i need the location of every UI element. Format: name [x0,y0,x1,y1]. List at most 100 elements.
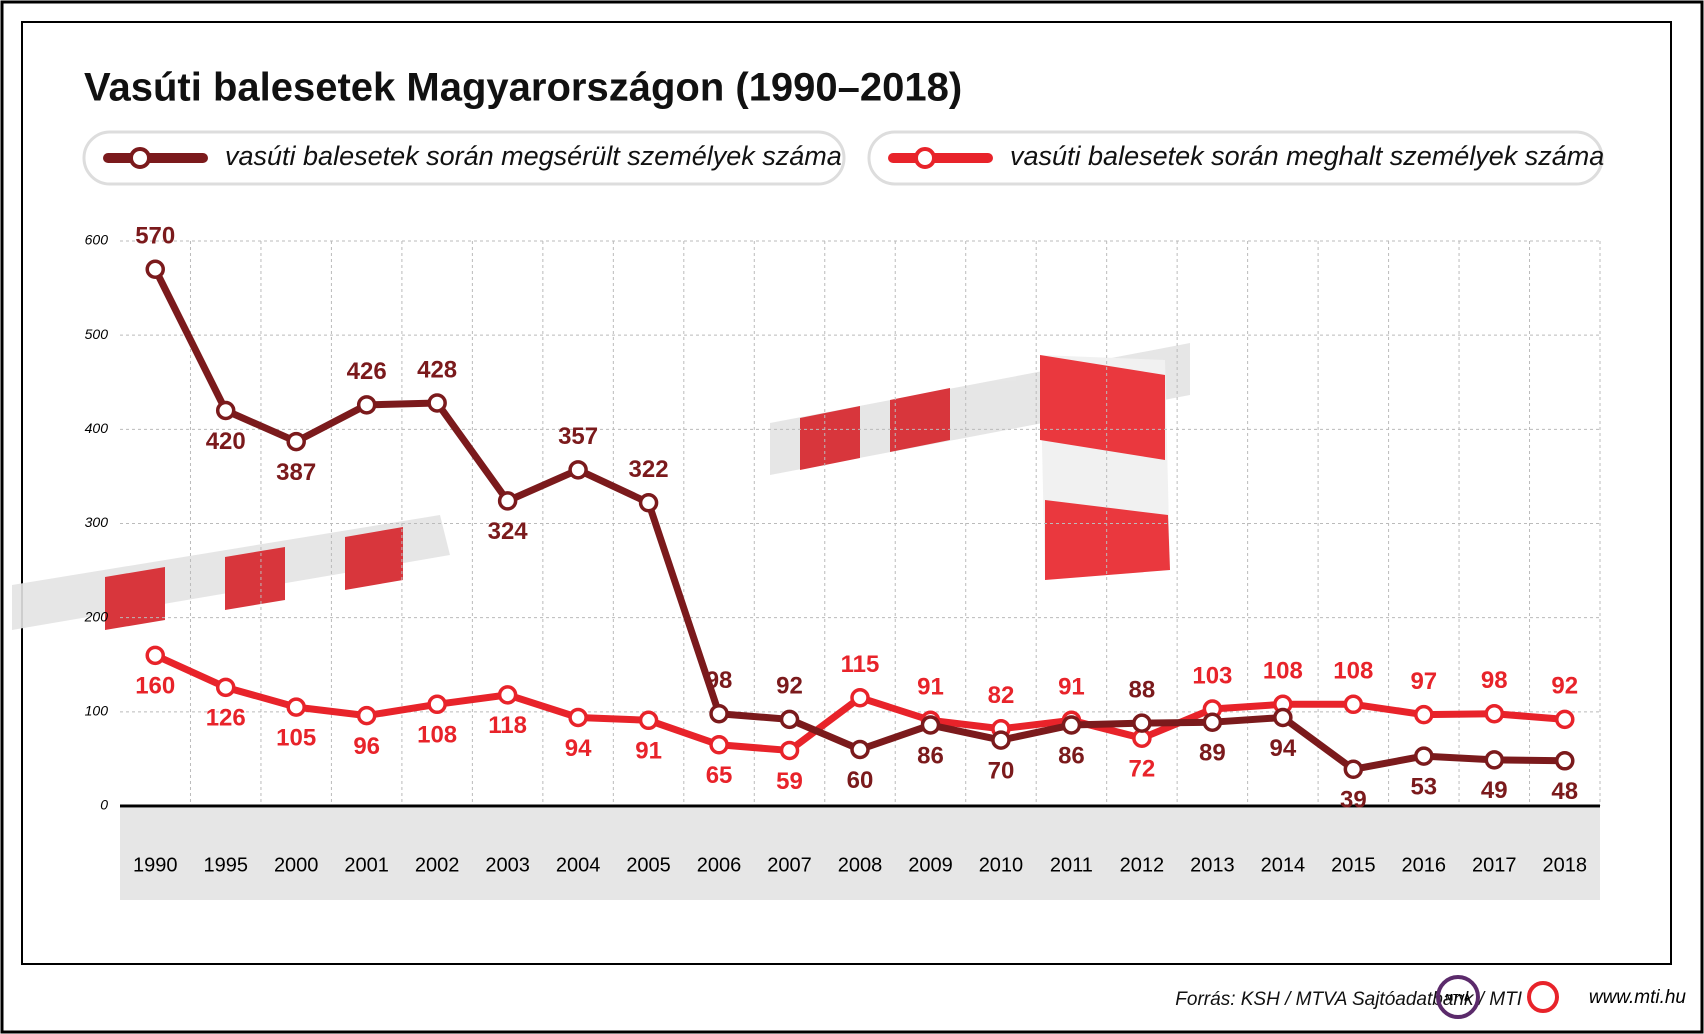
data-point [1343,694,1364,715]
barrier-stripe [345,527,403,590]
data-point [1414,704,1434,725]
data-label: 65 [706,762,733,789]
post-stripe [1045,500,1170,580]
y-tick-label: 500 [85,326,109,342]
data-point [1273,707,1293,728]
barrier-stripe [105,567,165,630]
data-point [1061,715,1082,735]
x-tick-label: 2008 [838,854,883,876]
inner-frame [21,21,1672,965]
data-label: 89 [1199,740,1226,767]
data-point [497,491,518,511]
data-label: 103 [1192,662,1232,689]
data-label: 91 [1058,674,1085,701]
data-label: 96 [353,733,380,760]
data-point [356,705,377,726]
data-label: 94 [565,735,592,762]
data-label: 357 [558,423,598,450]
data-label: 426 [347,358,387,385]
data-point [850,739,870,760]
data-label: 97 [1410,668,1437,695]
x-tick-label: 1995 [203,854,248,876]
data-point [286,697,306,717]
data-point [638,710,659,731]
logo-ring [1436,975,1480,1019]
y-tick-label: 400 [85,420,109,436]
data-point [1484,750,1505,770]
data-point [920,715,941,735]
x-tick-label: 2001 [344,854,389,876]
source: Forrás: KSH / MTVA Sajtóadatbank / MTI [1175,989,1522,1010]
data-point [709,703,729,724]
x-tick-label: 2014 [1261,854,1306,876]
x-tick-label: 2000 [274,854,319,876]
x-tick-label: 2002 [415,854,460,876]
data-label: 160 [135,673,175,700]
data-point [1414,746,1434,766]
barrier-stripe [800,406,860,470]
data-label: 98 [706,667,733,694]
legend-label: vasúti balesetek során meghalt személyek… [1010,141,1604,171]
data-label: 91 [635,738,662,765]
y-tick-label: 300 [85,514,109,530]
url: www.mti.hu [1589,987,1687,1008]
data-label: 428 [417,356,457,383]
x-tick-label: 2017 [1472,854,1517,876]
data-label: 324 [488,518,529,545]
data-point [1132,713,1152,733]
legend-marker [129,147,151,169]
barrier-stripe [890,388,950,452]
x-axis-band [120,808,1600,900]
data-label: 72 [1129,756,1156,783]
data-point [215,677,236,698]
y-tick-label: 0 [100,797,108,813]
data-label: 387 [276,459,316,486]
post-stripe [1040,355,1165,460]
data-point [779,740,800,761]
data-label: 60 [847,767,874,794]
legend-box [82,130,846,186]
data-point [991,730,1011,750]
data-label: 86 [917,742,944,769]
data-point [1555,751,1575,771]
x-tick-label: 2012 [1120,854,1165,876]
x-tick-label: 2011 [1050,854,1093,876]
y-tick-label: 600 [85,232,109,248]
data-label: 82 [988,682,1015,709]
data-point [1484,703,1505,724]
legend-box [867,130,1604,186]
data-label: 39 [1340,787,1367,814]
data-point [779,709,800,730]
x-tick-label: 2009 [908,854,953,876]
data-label: 91 [917,674,944,701]
barrier-stripe [225,547,285,610]
x-tick-label: 2013 [1190,854,1235,876]
data-label: 126 [206,705,246,732]
x-tick-label: 2015 [1331,854,1376,876]
data-label: 108 [1263,658,1303,685]
x-tick-label: 2005 [626,854,671,876]
data-label: 88 [1129,676,1156,703]
x-tick-label: 2003 [485,854,530,876]
data-point [850,687,870,708]
x-tick-label: 2007 [767,854,812,876]
data-point [145,259,165,279]
data-label: 105 [276,724,316,751]
data-label: 118 [488,712,527,739]
data-label: 70 [988,757,1015,784]
data-point [286,431,306,452]
data-point [1343,759,1364,780]
data-label: 53 [1410,773,1437,800]
data-point [1555,709,1575,730]
data-label: 48 [1551,778,1578,805]
chart-title: Vasúti balesetek Magyarországon (1990–20… [84,66,962,110]
data-label: 108 [417,722,457,749]
decoration [12,343,1190,630]
legend-label: vasúti balesetek során megsérült személy… [225,141,842,171]
data-label: 92 [1551,673,1578,700]
data-point [568,460,588,480]
data-label: 98 [1481,667,1508,694]
x-tick-label: 2018 [1543,854,1588,876]
